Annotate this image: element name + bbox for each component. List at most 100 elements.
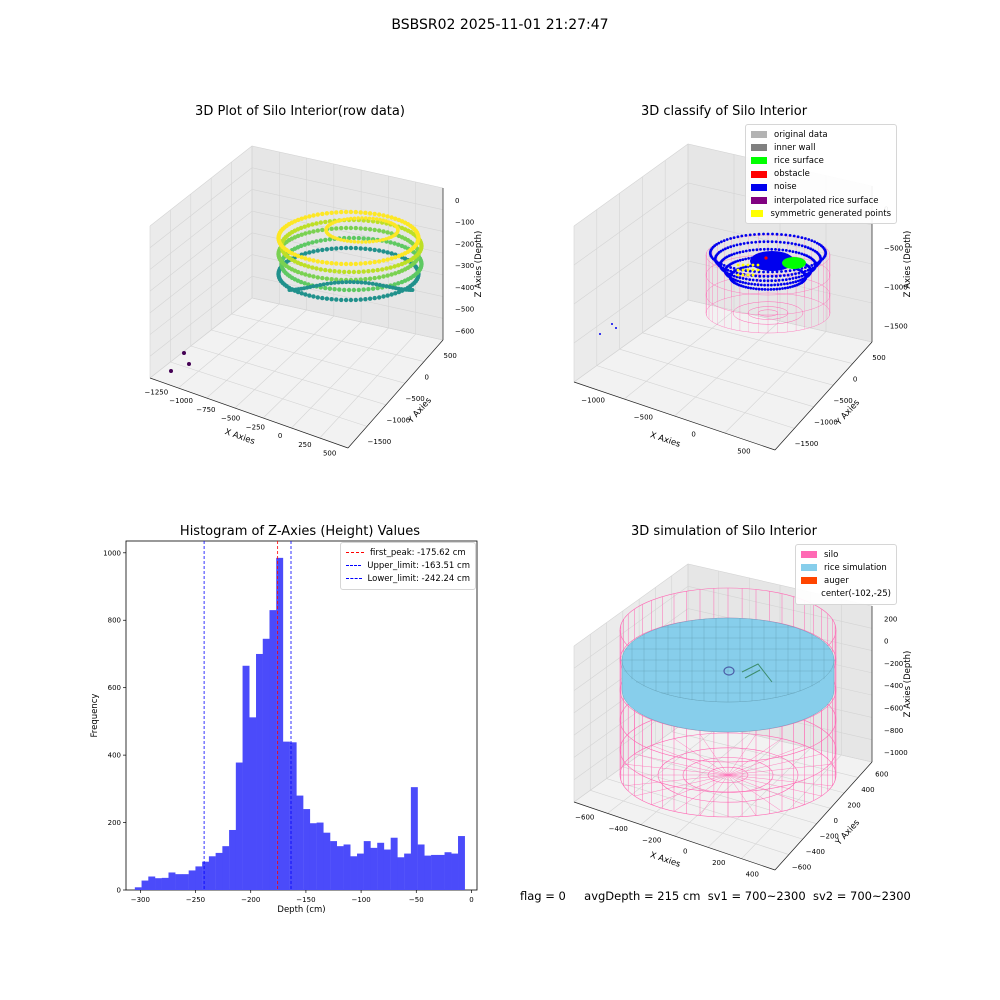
noise-point [762,240,766,244]
data-point [318,267,323,272]
data-point [337,269,342,274]
histogram-bar [168,872,176,890]
grid-line [149,189,444,270]
data-point [334,226,339,231]
data-point [345,217,350,221]
data-point [310,265,315,270]
silo-floor-spoke [727,753,822,776]
legend-label: center(-102,-25) [821,589,891,600]
noise-point [741,258,745,261]
data-point [329,297,334,302]
x-tick-label: −600 [575,814,594,822]
data-point [327,237,333,242]
data-point [314,239,319,244]
noise-point [782,274,786,277]
silo-floor-spoke [634,753,729,776]
histogram-bar [431,854,439,890]
x-axis-line [573,801,776,871]
data-point [393,291,398,296]
histogram-bar [296,795,304,890]
data-point [339,237,343,242]
noise-point [722,239,726,243]
grid-line [671,731,859,778]
noise-point [770,279,774,283]
noise-point [739,266,743,270]
histogram-bar [188,870,196,890]
data-point [320,275,325,281]
data-point [378,238,382,243]
data-point [320,295,325,301]
legend-swatch [751,144,767,152]
grid-line [741,754,842,859]
noise-point [758,240,762,244]
histogram-bar [357,853,364,890]
noise-point [717,241,721,245]
panel3-title: Histogram of Z-Axies (Height) Values [179,524,421,539]
data-point [385,230,390,235]
legend-label: rice surface [774,155,824,166]
noise-point [725,255,729,259]
data-point [324,276,330,281]
data-point [348,225,354,231]
grid-line [640,733,750,825]
data-point [342,217,346,222]
noise-point [800,236,804,240]
data-point [307,257,312,262]
data-point [307,293,312,298]
data-point [372,259,377,265]
panel4-axes3d: −600−400−20002004006004002000−200−400−60… [573,563,913,878]
noise-point [780,233,783,236]
noise-point [800,274,804,278]
data-point [327,286,333,291]
data-point [389,272,394,277]
data-point [381,237,386,242]
noise-point [788,269,792,272]
histogram-bar [148,876,156,890]
histogram-bar [235,762,243,890]
silo-floor-spoke [699,734,729,776]
data-point [329,226,334,231]
noise-point [766,240,770,244]
data-point [392,282,397,287]
silo-floor-spoke [727,774,757,816]
data-point [352,216,357,221]
noise-point [754,287,758,291]
noise-point [736,259,740,263]
data-point [370,219,376,224]
z-tick-label: −500 [884,244,903,252]
panel2-legend: original data inner wall rice surface obsta… [745,124,897,225]
data-point [377,259,382,264]
silo-floor-ring [747,306,789,320]
z-tick-label: 0 [884,638,888,646]
histogram-bar [383,849,391,890]
noise-point [747,257,750,260]
noise-point [772,287,776,291]
noise-point [757,287,761,291]
noise-point [740,234,744,238]
data-point [356,216,361,220]
x-tick-label: 400 [746,870,759,878]
silo-floor-spoke [623,763,729,776]
y-tick-label: −1500 [368,438,392,446]
data-point [353,261,358,267]
grid-line [231,313,425,362]
data-point [353,225,358,231]
noise-point [792,234,796,238]
data-point [339,261,344,267]
symmetric-point [736,268,740,272]
silo-floor-spoke [727,774,805,805]
data-point [336,219,340,223]
x-tick-label: 0 [278,432,282,440]
z-tick-label: −1500 [884,322,908,330]
center-marker [723,666,735,676]
noise-point [813,240,816,244]
histogram-bar [370,847,378,890]
y-axis-line [774,341,873,451]
data-point [302,263,307,268]
x-tick-label: −1250 [145,388,169,396]
data-point [385,293,390,298]
histogram-bar [350,856,358,890]
noise-point [810,239,814,243]
histogram-bar [390,837,398,890]
data-point [315,275,320,280]
